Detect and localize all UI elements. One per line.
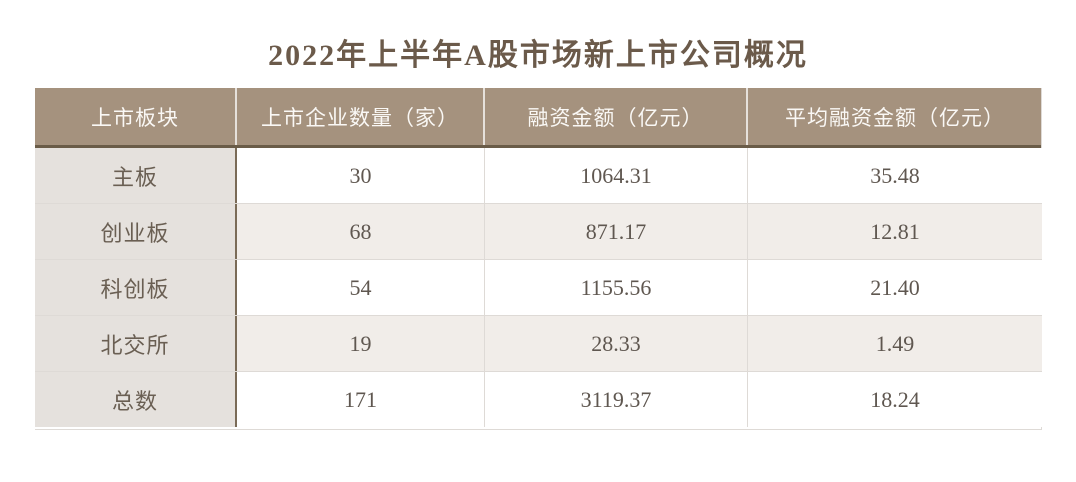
- table-row-bse: 北交所 19 28.33 1.49: [35, 316, 1042, 372]
- header-cell-financing-amount: 融资金额（亿元）: [485, 88, 748, 145]
- cell-avg-financing: 21.40: [748, 260, 1042, 315]
- cell-avg-financing: 18.24: [748, 372, 1042, 427]
- cell-company-count: 54: [237, 260, 485, 315]
- row-label: 总数: [35, 372, 237, 427]
- table-row-star-market: 科创板 54 1155.56 21.40: [35, 260, 1042, 316]
- cell-company-count: 30: [237, 148, 485, 203]
- page-title: 2022年上半年A股市场新上市公司概况: [268, 39, 808, 72]
- table-row-total: 总数 171 3119.37 18.24: [35, 372, 1042, 427]
- table-row-chinext: 创业板 68 871.17 12.81: [35, 204, 1042, 260]
- table-row-main-board: 主板 30 1064.31 35.48: [35, 148, 1042, 204]
- row-label: 科创板: [35, 260, 237, 315]
- cell-avg-financing: 12.81: [748, 204, 1042, 259]
- cell-financing-amount: 871.17: [485, 204, 748, 259]
- header-cell-company-count: 上市企业数量（家）: [237, 88, 485, 145]
- row-label: 创业板: [35, 204, 237, 259]
- cell-financing-amount: 28.33: [485, 316, 748, 371]
- listing-overview-table: 上市板块 上市企业数量（家） 融资金额（亿元） 平均融资金额（亿元） 主板 30…: [35, 88, 1042, 430]
- cell-company-count: 171: [237, 372, 485, 427]
- header-cell-board: 上市板块: [35, 88, 237, 145]
- cell-financing-amount: 1155.56: [485, 260, 748, 315]
- cell-avg-financing: 1.49: [748, 316, 1042, 371]
- cell-avg-financing: 35.48: [748, 148, 1042, 203]
- table-header-row: 上市板块 上市企业数量（家） 融资金额（亿元） 平均融资金额（亿元）: [35, 88, 1041, 148]
- cell-financing-amount: 1064.31: [485, 148, 748, 203]
- row-label: 北交所: [35, 316, 237, 371]
- header-cell-avg-financing: 平均融资金额（亿元）: [785, 105, 1005, 130]
- cell-company-count: 19: [237, 316, 485, 371]
- row-label: 主板: [35, 148, 237, 203]
- cell-financing-amount: 3119.37: [485, 372, 748, 427]
- cell-company-count: 68: [237, 204, 485, 259]
- table-body: 主板 30 1064.31 35.48 创业板 68 871.17 12.81 …: [35, 148, 1042, 427]
